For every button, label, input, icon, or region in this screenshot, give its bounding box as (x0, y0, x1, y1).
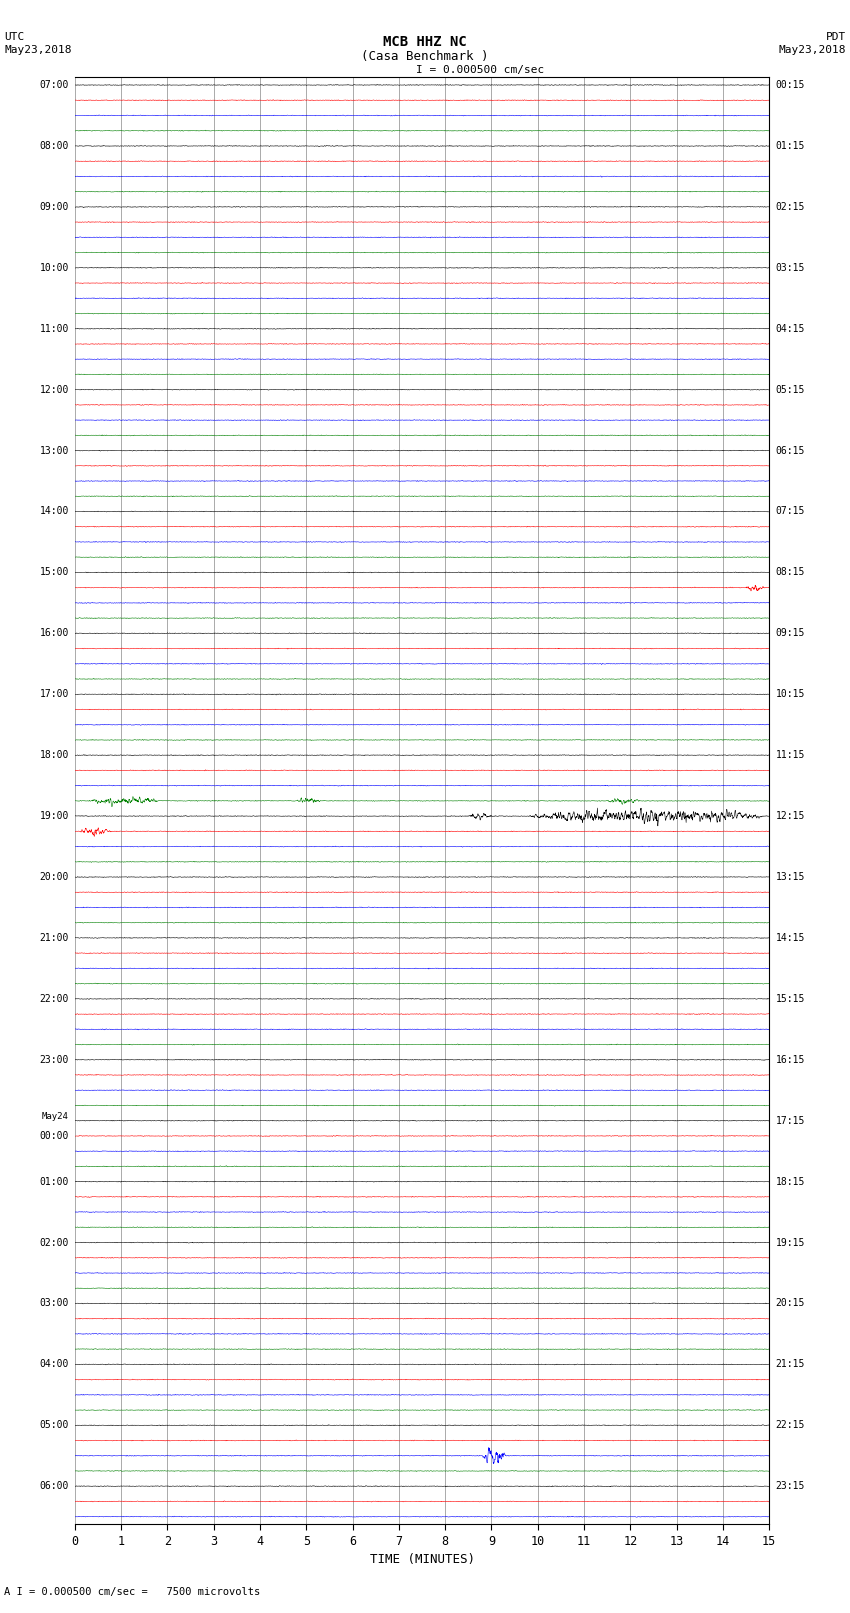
Text: 22:15: 22:15 (776, 1421, 805, 1431)
Text: 06:15: 06:15 (776, 445, 805, 455)
Text: 01:00: 01:00 (39, 1176, 69, 1187)
Text: 21:15: 21:15 (776, 1360, 805, 1369)
Text: 23:00: 23:00 (39, 1055, 69, 1065)
Text: 04:00: 04:00 (39, 1360, 69, 1369)
Text: 05:00: 05:00 (39, 1421, 69, 1431)
Text: 12:15: 12:15 (776, 811, 805, 821)
Text: 02:00: 02:00 (39, 1237, 69, 1247)
Text: 21:00: 21:00 (39, 932, 69, 944)
Text: 03:00: 03:00 (39, 1298, 69, 1308)
Text: 10:15: 10:15 (776, 689, 805, 700)
Text: May24: May24 (42, 1111, 69, 1121)
Text: I = 0.000500 cm/sec: I = 0.000500 cm/sec (416, 65, 545, 74)
Text: (Casa Benchmark ): (Casa Benchmark ) (361, 50, 489, 63)
Text: 13:15: 13:15 (776, 873, 805, 882)
Text: 20:00: 20:00 (39, 873, 69, 882)
Text: MCB HHZ NC: MCB HHZ NC (383, 35, 467, 50)
Text: 08:00: 08:00 (39, 140, 69, 152)
Text: 18:00: 18:00 (39, 750, 69, 760)
Text: 00:00: 00:00 (39, 1131, 69, 1140)
Text: 13:00: 13:00 (39, 445, 69, 455)
Text: PDT: PDT (825, 32, 846, 42)
Text: 17:00: 17:00 (39, 689, 69, 700)
Text: 10:00: 10:00 (39, 263, 69, 273)
Text: A I = 0.000500 cm/sec =   7500 microvolts: A I = 0.000500 cm/sec = 7500 microvolts (4, 1587, 260, 1597)
Text: 01:15: 01:15 (776, 140, 805, 152)
Text: 19:00: 19:00 (39, 811, 69, 821)
Text: May23,2018: May23,2018 (779, 45, 846, 55)
Text: 23:15: 23:15 (776, 1481, 805, 1490)
Text: UTC: UTC (4, 32, 25, 42)
X-axis label: TIME (MINUTES): TIME (MINUTES) (370, 1553, 474, 1566)
Text: 16:15: 16:15 (776, 1055, 805, 1065)
Text: 09:00: 09:00 (39, 202, 69, 211)
Text: 05:15: 05:15 (776, 384, 805, 395)
Text: 18:15: 18:15 (776, 1176, 805, 1187)
Text: 12:00: 12:00 (39, 384, 69, 395)
Text: 19:15: 19:15 (776, 1237, 805, 1247)
Text: 22:00: 22:00 (39, 994, 69, 1003)
Text: 04:15: 04:15 (776, 324, 805, 334)
Text: 08:15: 08:15 (776, 568, 805, 577)
Text: 07:00: 07:00 (39, 81, 69, 90)
Text: 02:15: 02:15 (776, 202, 805, 211)
Text: 11:15: 11:15 (776, 750, 805, 760)
Text: May23,2018: May23,2018 (4, 45, 71, 55)
Text: 16:00: 16:00 (39, 629, 69, 639)
Text: 11:00: 11:00 (39, 324, 69, 334)
Text: 14:00: 14:00 (39, 506, 69, 516)
Text: 06:00: 06:00 (39, 1481, 69, 1490)
Text: 03:15: 03:15 (776, 263, 805, 273)
Text: 14:15: 14:15 (776, 932, 805, 944)
Text: 07:15: 07:15 (776, 506, 805, 516)
Text: 09:15: 09:15 (776, 629, 805, 639)
Text: 20:15: 20:15 (776, 1298, 805, 1308)
Text: 15:00: 15:00 (39, 568, 69, 577)
Text: 15:15: 15:15 (776, 994, 805, 1003)
Text: 17:15: 17:15 (776, 1116, 805, 1126)
Text: 00:15: 00:15 (776, 81, 805, 90)
